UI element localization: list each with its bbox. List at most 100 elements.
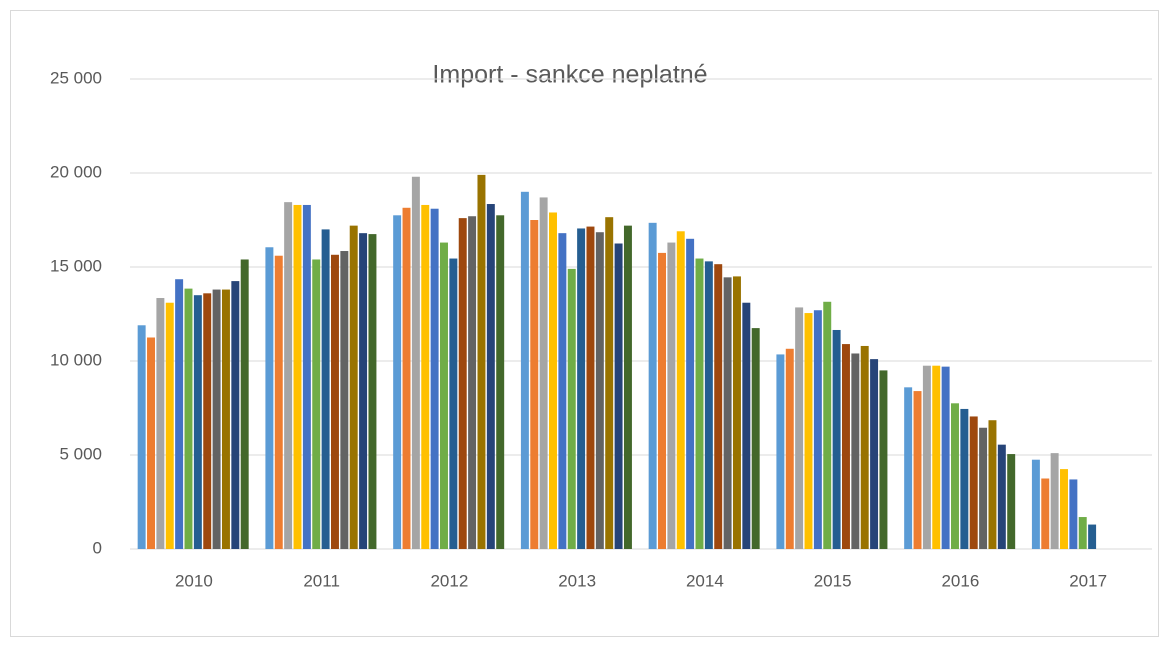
- bar: [904, 387, 913, 549]
- bar: [823, 301, 832, 549]
- y-tick-label: 10 000: [50, 350, 102, 369]
- bar: [832, 329, 841, 549]
- bar: [231, 281, 240, 549]
- x-tick-label: 2016: [941, 571, 979, 590]
- bar: [240, 259, 249, 549]
- bar: [667, 242, 676, 549]
- chart-title: Import - sankce neplatné: [432, 61, 707, 89]
- bar: [312, 259, 321, 549]
- bar: [274, 255, 283, 549]
- bar: [997, 444, 1006, 549]
- bar: [165, 302, 174, 549]
- bar: [879, 370, 888, 549]
- bar: [1041, 478, 1050, 549]
- bar: [785, 348, 794, 549]
- bar: [430, 208, 439, 549]
- bar: [359, 233, 368, 549]
- bar: [468, 216, 477, 550]
- bar: [813, 310, 822, 549]
- bar: [293, 204, 302, 549]
- bar: [156, 298, 165, 549]
- bar: [732, 276, 741, 549]
- bar: [321, 229, 330, 549]
- bar: [486, 204, 495, 549]
- bar: [751, 328, 760, 549]
- bar: [623, 225, 632, 549]
- y-tick-label: 0: [93, 538, 102, 557]
- x-tick-label: 2015: [814, 571, 852, 590]
- bar: [549, 212, 557, 550]
- bar: [421, 204, 430, 549]
- y-tick-label: 15 000: [50, 256, 102, 275]
- bar: [567, 268, 576, 549]
- bar: [922, 365, 931, 549]
- bar: [913, 391, 922, 549]
- x-tick-label: 2013: [558, 571, 596, 590]
- bar: [477, 174, 486, 549]
- bar: [704, 261, 713, 549]
- bar: [1031, 459, 1040, 549]
- bar: [440, 242, 448, 549]
- bar: [221, 289, 230, 549]
- bar: [870, 359, 879, 549]
- bar: [147, 337, 155, 549]
- bar: [1007, 454, 1016, 549]
- bar: [804, 313, 813, 549]
- bar: [979, 427, 988, 549]
- bar: [577, 228, 586, 549]
- x-tick-label: 2010: [175, 571, 213, 590]
- bar: [1050, 453, 1059, 549]
- bar: [137, 325, 146, 549]
- bar: [714, 264, 723, 549]
- bar: [605, 217, 614, 549]
- bar: [411, 176, 420, 549]
- bar: [539, 197, 548, 549]
- bar: [795, 307, 804, 549]
- y-tick-label: 5 000: [59, 444, 102, 463]
- bar: [302, 204, 311, 549]
- y-tick-label: 20 000: [50, 162, 102, 181]
- bar: [851, 353, 860, 549]
- bar: [212, 289, 221, 549]
- bar: [614, 243, 623, 549]
- bar: [496, 215, 505, 550]
- bar: [340, 251, 349, 549]
- bar: [960, 408, 969, 549]
- bar: [658, 252, 666, 549]
- bar: [932, 365, 941, 549]
- bar: [520, 191, 529, 550]
- bar: [349, 225, 358, 549]
- bar: [265, 247, 274, 549]
- bar: [969, 416, 978, 549]
- bar: [449, 258, 458, 549]
- bar: [686, 238, 695, 550]
- bar: [368, 234, 377, 549]
- x-tick-label: 2017: [1069, 571, 1107, 590]
- bar: [860, 345, 869, 549]
- bar: [1069, 479, 1078, 549]
- bar: [941, 366, 950, 549]
- bar: [1088, 524, 1097, 549]
- bar: [648, 222, 657, 549]
- bar: [951, 403, 959, 549]
- x-tick-label: 2012: [430, 571, 468, 590]
- bar: [776, 354, 785, 549]
- bar: [330, 254, 339, 549]
- bar: [676, 231, 685, 549]
- bar: [203, 293, 212, 549]
- bar: [402, 207, 411, 549]
- bar: [284, 202, 293, 549]
- bar: [193, 295, 202, 549]
- x-tick-label: 2014: [686, 571, 724, 590]
- bar: [742, 302, 751, 549]
- bar: [988, 420, 997, 549]
- bar: [1060, 469, 1068, 549]
- bar: [586, 226, 595, 549]
- bar: [175, 279, 184, 549]
- bar: [1078, 517, 1087, 549]
- bar: [695, 258, 704, 549]
- x-tick-label: 2011: [303, 571, 340, 590]
- bar: [393, 215, 402, 550]
- bar: [530, 220, 539, 549]
